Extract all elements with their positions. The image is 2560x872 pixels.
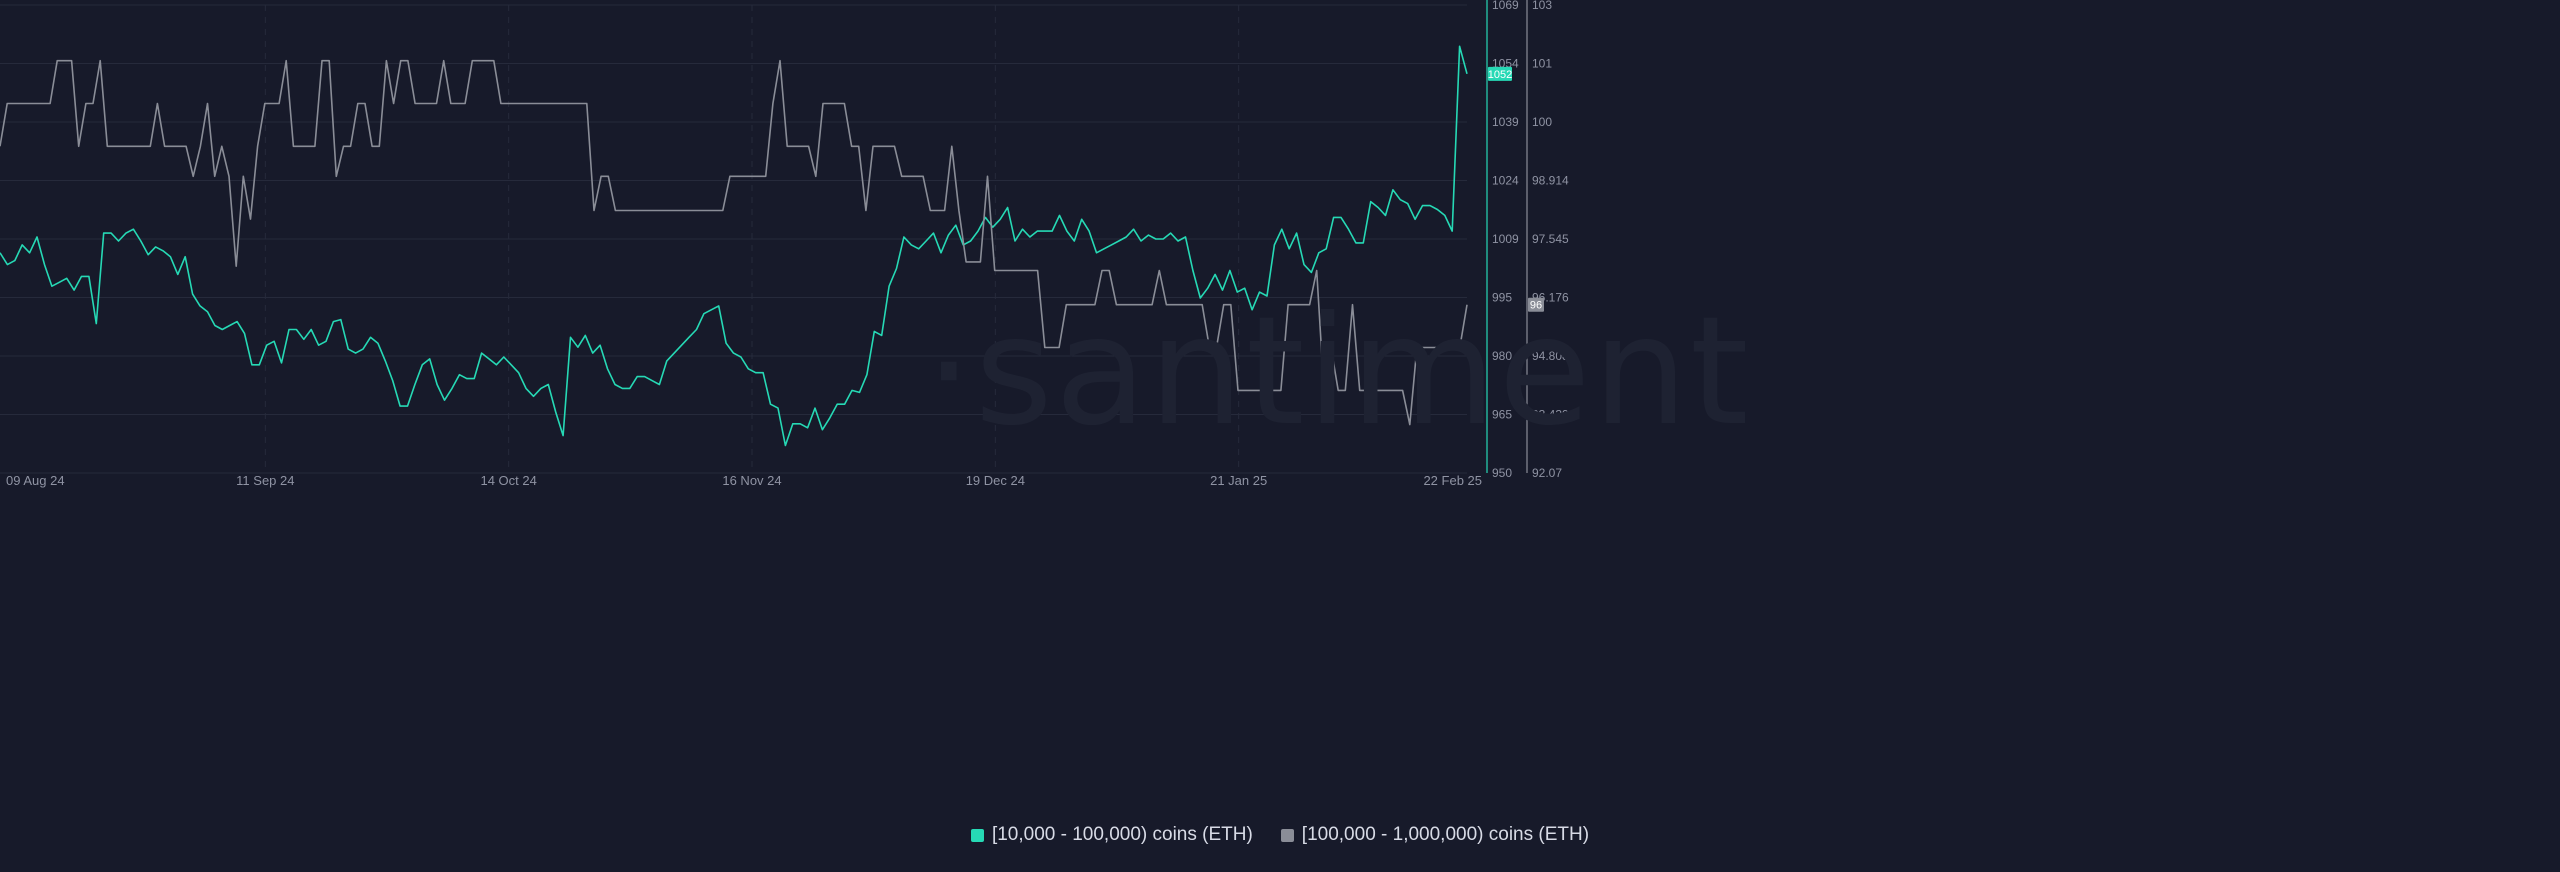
y-right-tick-label: 103 xyxy=(1532,0,1552,12)
y-left-tick-label: 1009 xyxy=(1492,232,1519,246)
legend-swatch-series-b xyxy=(1280,828,1294,842)
y-left-tick-label: 995 xyxy=(1492,291,1512,305)
y-left-tick-label: 980 xyxy=(1492,349,1512,363)
x-tick-label: 09 Aug 24 xyxy=(6,473,65,488)
y-right-tick-label: 92.07 xyxy=(1532,466,1562,480)
y-left-tick-label: 1039 xyxy=(1492,115,1519,129)
watermark: ·santiment xyxy=(925,285,1751,459)
y-right-tick-label: 98.914 xyxy=(1532,174,1569,188)
series-line-10k-100k xyxy=(0,45,1468,447)
x-axis: 09 Aug 24 11 Sep 24 14 Oct 24 16 Nov 24 19 D… xyxy=(6,473,1482,488)
y-left-tick-label: 1024 xyxy=(1492,174,1519,188)
x-tick-label: 21 Jan 25 xyxy=(1210,473,1267,488)
x-tick-label: 19 Dec 24 xyxy=(966,473,1025,488)
legend-label-series-a: [10,000 - 100,000) coins (ETH) xyxy=(991,824,1253,845)
series-line-100k-1m xyxy=(0,59,1468,426)
y-right-tick-label: 101 xyxy=(1532,57,1552,71)
y-axis-right: 10310110098.91497.54596.17694.80893.4399… xyxy=(1526,0,1569,480)
series-lines xyxy=(0,45,1468,447)
y-right-tick-label: 94.808 xyxy=(1532,349,1569,363)
last-value-badges: 1052 96 xyxy=(1488,66,1544,312)
badge-series-a-value: 1052 xyxy=(1488,69,1512,81)
legend-item-series-b[interactable]: [100,000 - 1,000,000) coins (ETH) xyxy=(1280,824,1590,846)
legend-item-series-a[interactable]: [10,000 - 100,000) coins (ETH) xyxy=(970,824,1253,846)
x-tick-label: 14 Oct 24 xyxy=(480,473,536,488)
y-right-tick-label: 97.545 xyxy=(1532,232,1569,246)
badge-series-b-value: 96 xyxy=(1530,300,1542,312)
x-tick-label: 22 Feb 25 xyxy=(1423,473,1482,488)
legend: [10,000 - 100,000) coins (ETH) [100,000 … xyxy=(0,820,2560,850)
grid xyxy=(0,4,1467,474)
y-right-tick-label: 100 xyxy=(1532,115,1552,129)
y-right-tick-label: 93.439 xyxy=(1532,408,1569,422)
badge-series-a-bg xyxy=(1488,66,1512,81)
y-left-tick-label: 1069 xyxy=(1492,0,1519,12)
y-left-tick-label: 965 xyxy=(1492,408,1512,422)
x-tick-label: 11 Sep 24 xyxy=(236,473,294,488)
legend-label-series-b: [100,000 - 1,000,000) coins (ETH) xyxy=(1301,824,1590,845)
y-left-tick-label: 950 xyxy=(1492,466,1512,480)
legend-swatch-series-a xyxy=(970,828,984,842)
x-tick-label: 16 Nov 24 xyxy=(722,473,781,488)
badge-series-b-bg xyxy=(1528,297,1544,312)
